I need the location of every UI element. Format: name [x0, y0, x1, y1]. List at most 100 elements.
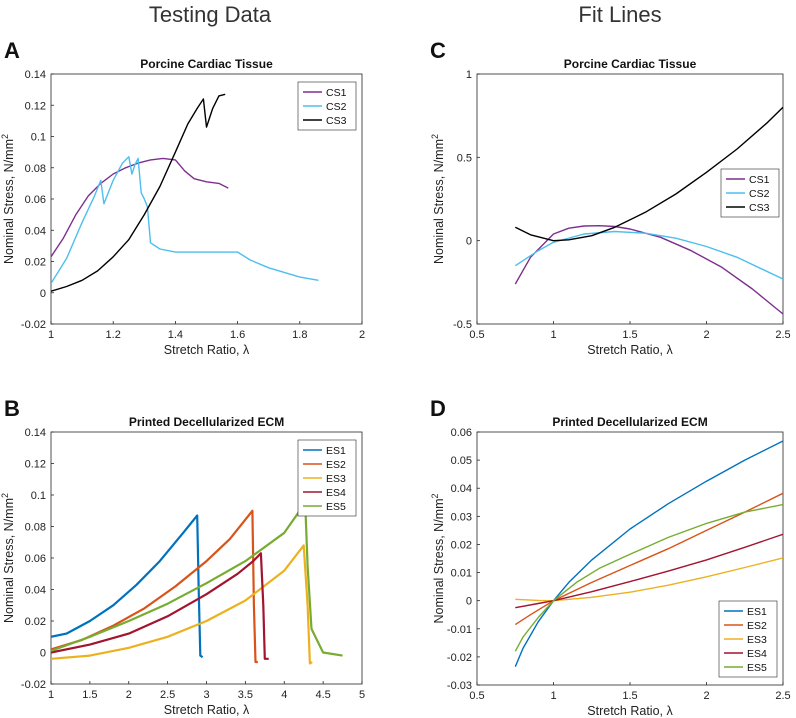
y-tick-label: -0.01	[447, 624, 472, 636]
legend-label-es3: ES3	[747, 634, 767, 646]
y-tick-label: 0.02	[25, 257, 46, 269]
series-line-es4	[51, 552, 269, 660]
y-axis-label-d: Nominal Stress, N/mm2	[430, 493, 446, 623]
legend-label-es2: ES2	[747, 620, 767, 632]
x-tick-label: 1.4	[168, 329, 183, 341]
y-tick-label: 0	[40, 288, 46, 300]
legend-label-cs3: CS3	[749, 202, 770, 214]
chart-title-c: Porcine Cardiac Tissue	[564, 57, 697, 71]
panel-letter-d: D	[430, 396, 446, 421]
x-tick-label: 1.5	[622, 690, 637, 702]
series-line-es1	[514, 440, 783, 667]
y-tick-label: 0.01	[451, 568, 472, 580]
y-axis-label-superscript: 2	[430, 493, 440, 498]
legend-d: ES1 ES2 ES3 ES4 ES5	[718, 600, 778, 678]
series-line-es5	[51, 501, 343, 657]
legend-label-es4: ES4	[747, 648, 767, 660]
y-tick-label: 0.03	[451, 511, 472, 523]
series-line-es5	[514, 503, 783, 652]
x-tick-label: 1	[550, 329, 556, 341]
series-line-es4	[515, 533, 783, 609]
series-line-cs1	[514, 224, 783, 315]
x-tick-label: 1.5	[622, 329, 637, 341]
x-tick-label: 0.5	[469, 329, 484, 341]
y-tick-label: 0.08	[25, 163, 46, 175]
x-tick-label: 2.5	[160, 689, 175, 701]
chart-title-b: Printed Decellularized ECM	[129, 415, 284, 429]
y-axis-label-b: Nominal Stress, N/mm2	[0, 493, 16, 623]
legend-label-es5: ES5	[326, 501, 346, 513]
y-axis-label-main: Nominal Stress, N/mm	[2, 498, 16, 623]
x-tick-label: 1.6	[230, 329, 245, 341]
right-column-heading: Fit Lines	[578, 2, 662, 27]
y-tick-label: 0.02	[25, 616, 46, 628]
chart-d: 0.5 1 1.5 2 2.5 -0.03 -0.02 -0.01 0 0.01 0.02 0.03 0…	[430, 415, 791, 718]
y-tick-label: 0	[40, 648, 46, 660]
x-tick-label: 1	[550, 690, 556, 702]
y-tick-label: 0.1	[31, 490, 46, 502]
series-line-cs3	[514, 106, 783, 242]
y-tick-label: 0.04	[25, 225, 46, 237]
x-tick-label: 2	[359, 329, 365, 341]
y-tick-label: -0.03	[447, 680, 472, 692]
legend-label-es1: ES1	[747, 606, 767, 618]
series-line-cs2	[514, 230, 783, 280]
y-tick-label: 0.04	[25, 585, 46, 597]
y-axis-label-main: Nominal Stress, N/mm	[2, 139, 16, 264]
panel-letter-b: B	[4, 396, 20, 421]
x-tick-label: 1.5	[82, 689, 97, 701]
y-tick-label: 0.12	[25, 100, 46, 112]
y-axis-label-superscript: 2	[430, 134, 440, 139]
legend-label-cs2: CS2	[326, 101, 347, 113]
series-line-cs2	[51, 156, 319, 284]
series-line-es3	[515, 557, 783, 602]
legend-label-es4: ES4	[326, 487, 346, 499]
x-tick-label: 1	[48, 689, 54, 701]
x-tick-label: 2.5	[775, 329, 790, 341]
y-tick-label: 1	[466, 69, 472, 81]
y-tick-label: 0	[466, 596, 472, 608]
chart-c: 0.5 1 1.5 2 2.5 -0.5 0 0.5 1 Porcine Cardiac Tiss…	[430, 57, 791, 357]
y-tick-label: -0.5	[453, 319, 472, 331]
y-axis-label-main: Nominal Stress, N/mm	[432, 498, 446, 623]
y-tick-label: 0	[466, 236, 472, 248]
y-tick-label: 0.05	[451, 455, 472, 467]
y-axis-label-superscript: 2	[0, 493, 10, 498]
series-line-es1	[51, 514, 204, 659]
x-tick-label: 2	[703, 690, 709, 702]
legend-label-es5: ES5	[747, 662, 767, 674]
y-tick-label: 0.1	[31, 132, 46, 144]
y-tick-label: 0.04	[451, 483, 472, 495]
y-tick-label: -0.02	[447, 652, 472, 664]
x-tick-label: 4	[281, 689, 287, 701]
y-tick-label: -0.02	[21, 319, 46, 331]
x-tick-label: 4.5	[315, 689, 330, 701]
series-line-es2	[514, 492, 783, 626]
x-axis-label-d: Stretch Ratio, λ	[587, 704, 673, 718]
legend-label-es3: ES3	[326, 473, 346, 485]
y-tick-label: 0.14	[25, 69, 46, 81]
x-tick-label: 2.5	[775, 690, 790, 702]
x-tick-label: 1	[48, 329, 54, 341]
y-tick-label: 0.12	[25, 459, 46, 471]
x-axis-label-b: Stretch Ratio, λ	[164, 703, 250, 717]
x-tick-label: 1.2	[106, 329, 121, 341]
y-tick-label: 0.14	[25, 427, 46, 439]
legend-label-cs1: CS1	[326, 87, 347, 99]
x-tick-label: 2	[703, 329, 709, 341]
chart-title-d: Printed Decellularized ECM	[552, 415, 707, 429]
x-tick-label: 5	[359, 689, 365, 701]
series-line-cs1	[51, 157, 229, 258]
chart-title-a: Porcine Cardiac Tissue	[140, 57, 273, 71]
legend-b: ES1 ES2 ES3 ES4 ES5	[297, 439, 357, 517]
x-tick-label: 3.5	[238, 689, 253, 701]
chart-a: 1 1.2 1.4 1.6 1.8 2 -0.02 0 0.02 0.04 0.06 0.08 0.1 0…	[0, 57, 365, 357]
x-axis-label-a: Stretch Ratio, λ	[164, 343, 250, 357]
series-line-es3	[51, 544, 313, 665]
legend-label-es2: ES2	[326, 459, 346, 471]
y-axis-label-c: Nominal Stress, N/mm2	[430, 134, 446, 264]
y-axis-label-main: Nominal Stress, N/mm	[432, 139, 446, 264]
y-tick-label: 0.02	[451, 539, 472, 551]
y-axis-label-superscript: 2	[0, 134, 10, 139]
